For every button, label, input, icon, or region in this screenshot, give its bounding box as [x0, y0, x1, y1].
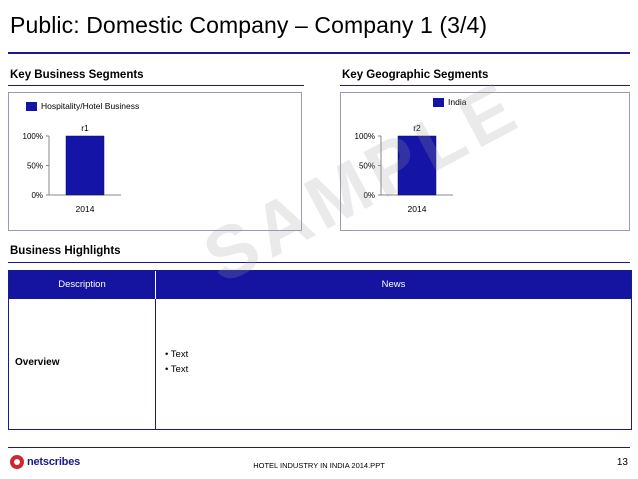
business-highlights-rule — [8, 262, 630, 263]
column-divider — [155, 299, 156, 429]
chart1-legend: Hospitality/Hotel Business — [26, 101, 139, 111]
overview-bullets: • Text • Text — [165, 347, 188, 377]
bar — [65, 135, 105, 196]
business-segments-heading: Key Business Segments — [10, 69, 144, 81]
document-name: HOTEL INDUSTRY IN INDIA 2014.PPT — [253, 461, 385, 470]
logo-mark-icon — [10, 455, 24, 469]
y-tick-label: 100% — [355, 132, 375, 141]
header-divider — [155, 271, 156, 299]
business-segments-chart: 0% 50% 100% r1 2014 — [23, 123, 121, 214]
geographic-segments-chart: 0% 50% 100% r2 2014 — [355, 123, 453, 214]
chart2-legend: India — [433, 97, 466, 107]
business-segments-chart-panel: Hospitality/Hotel Business 0% 50% 100% r1 20… — [8, 92, 302, 231]
business-highlights-heading: Business Highlights — [10, 245, 121, 257]
chart2-legend-swatch — [433, 97, 444, 107]
data-label: r1 — [81, 123, 89, 133]
logo-text: netscribes — [27, 456, 81, 468]
title-divider — [8, 52, 630, 54]
x-tick-label: 2014 — [408, 204, 427, 214]
row-label-overview: Overview — [15, 357, 60, 368]
page-title: Public: Domestic Company – Company 1 (3/… — [10, 12, 488, 38]
y-tick-label: 0% — [31, 191, 43, 200]
chart1-legend-label: Hospitality/Hotel Business — [41, 101, 140, 111]
data-label: r2 — [413, 123, 421, 133]
bar — [397, 135, 437, 196]
x-tick-label: 2014 — [76, 204, 95, 214]
y-tick-label: 50% — [359, 162, 375, 171]
business-segments-rule — [8, 85, 304, 86]
footer-divider — [8, 447, 630, 448]
bullet-item: • Text — [165, 349, 189, 360]
netscribes-logo: netscribes — [10, 455, 80, 469]
y-tick-label: 0% — [363, 191, 375, 200]
geographic-segments-rule — [340, 85, 630, 86]
geographic-segments-heading: Key Geographic Segments — [342, 69, 489, 81]
y-tick-label: 50% — [27, 162, 43, 171]
chart2-legend-label: India — [448, 97, 467, 107]
bullet-item: • Text — [165, 364, 189, 375]
header-description: Description — [58, 279, 106, 290]
header-news: News — [381, 279, 406, 290]
chart1-legend-swatch — [26, 101, 37, 111]
business-highlights-table: Description News Overview • Text • Text — [8, 270, 632, 430]
geographic-segments-chart-panel: India 0% 50% 100% r2 2014 — [340, 92, 630, 231]
page-number: 13 — [616, 457, 628, 468]
table-header: Description News — [9, 271, 631, 299]
y-tick-label: 100% — [23, 132, 43, 141]
